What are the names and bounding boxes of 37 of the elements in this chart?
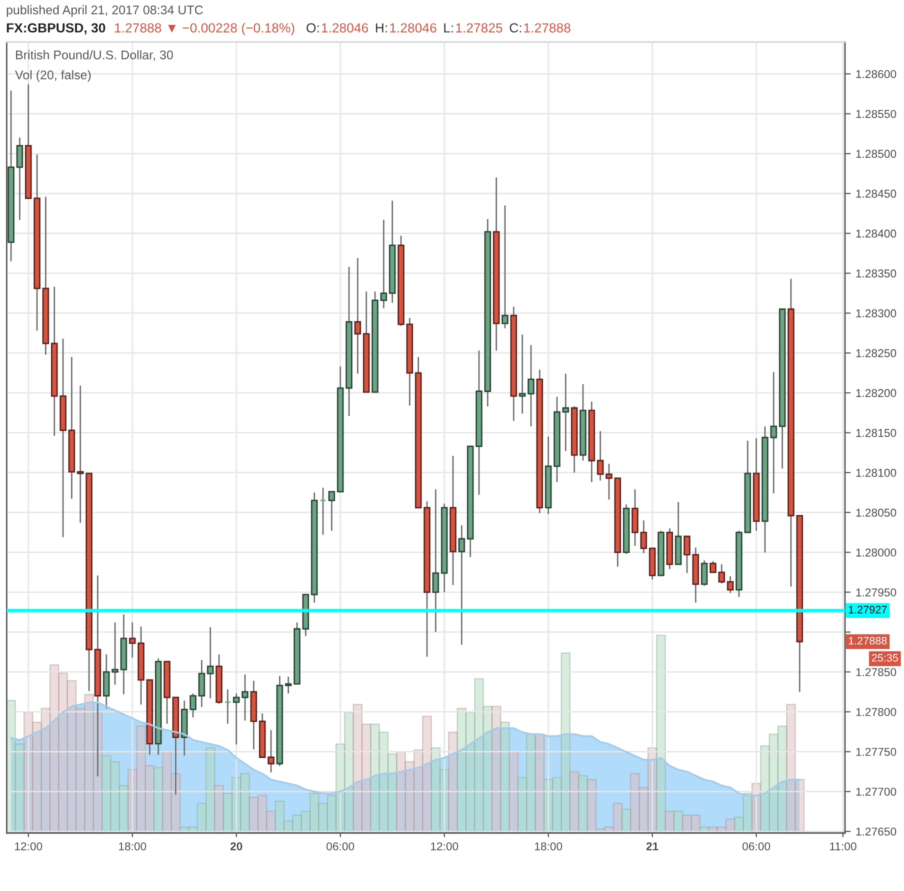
y-tick-label: 1.27850 (856, 668, 896, 676)
text: 1.27888 (848, 636, 887, 645)
x-tick-label: 12:00 (430, 842, 458, 850)
y-tick-label: 1.28550 (856, 110, 896, 118)
x-tick-label: 18:00 (118, 842, 146, 850)
x-tick-label: 20 (230, 842, 242, 850)
x-tick-label: 11:00 (830, 842, 856, 850)
chart-title: FX:GBPUSD, 30 (6, 23, 106, 34)
y-tick-label: 1.28350 (856, 269, 896, 278)
y-tick-label: 1.28500 (856, 150, 896, 158)
annotation: British Pound/U.S. Dollar, 30 (16, 50, 173, 61)
y-tick-label: 1.28200 (856, 389, 896, 398)
x-tick-label: 21 (646, 842, 658, 850)
x-tick-label: 18:00 (534, 842, 562, 850)
y-tick-label: 1.27700 (856, 788, 896, 796)
y-tick-label: 1.28300 (856, 309, 896, 318)
y-tick-label: 1.28400 (856, 230, 896, 238)
x-tick-label: 06:00 (326, 842, 354, 850)
text: 25:35 (872, 654, 898, 662)
ref-line-label: 1.27927 (848, 606, 887, 614)
y-tick-label: 1.28600 (856, 70, 896, 78)
x-tick-label: 06:00 (742, 842, 770, 850)
y-tick-label: 1.28100 (856, 468, 896, 477)
y-tick-label: 1.27650 (856, 828, 896, 836)
text: O:1.28046 H:1.28046 L:1.27825 C:1.27888 (306, 23, 570, 33)
y-tick-label: 1.28450 (856, 190, 896, 198)
y-tick-label: 1.28000 (856, 548, 896, 557)
annotation: Vol (20, false) (15, 70, 91, 82)
chart-subtitle: published April 21, 2017 08:34 UTC (6, 5, 203, 17)
y-tick-label: 1.27750 (856, 748, 896, 756)
text: 1.27888 ▼ −0.00228 (−0.18%) (115, 22, 294, 36)
y-tick-label: 1.28150 (856, 428, 896, 437)
y-tick-label: 1.27950 (856, 588, 896, 596)
y-tick-label: 1.27800 (856, 708, 896, 716)
y-tick-label: 1.28050 (856, 508, 896, 517)
y-tick-label: 1.28250 (856, 349, 896, 358)
x-tick-label: 12:00 (14, 842, 42, 850)
